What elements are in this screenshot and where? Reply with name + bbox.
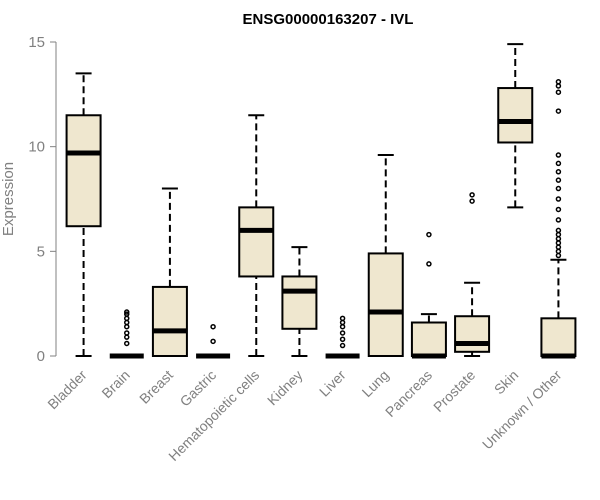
outlier-point bbox=[555, 240, 562, 246]
outlier-point bbox=[555, 108, 562, 114]
outlier-point bbox=[210, 338, 216, 345]
outlier-point bbox=[124, 334, 130, 340]
outlier-point bbox=[555, 177, 562, 183]
y-tick-label: 0 bbox=[37, 348, 45, 365]
box-series bbox=[65, 43, 577, 359]
box-group bbox=[238, 114, 275, 357]
outlier-point bbox=[555, 185, 562, 192]
iqr-box bbox=[540, 317, 577, 358]
outlier-point bbox=[555, 236, 562, 242]
chart-title: ENSG00000163207 - IVL bbox=[243, 11, 414, 28]
outlier-point bbox=[339, 336, 346, 343]
outlier-point bbox=[555, 196, 562, 202]
box-group bbox=[109, 309, 144, 359]
iqr-box bbox=[497, 87, 534, 144]
category-label: Bladder bbox=[44, 367, 90, 413]
category-label: Breast bbox=[136, 367, 176, 407]
box-group bbox=[410, 231, 447, 359]
category-label: Pancreas bbox=[382, 367, 435, 420]
outlier-point bbox=[339, 330, 346, 336]
category-label: Brain bbox=[98, 367, 132, 401]
box-group bbox=[540, 79, 577, 359]
outlier-point bbox=[426, 261, 432, 267]
y-tick-label: 15 bbox=[28, 34, 45, 51]
y-tick-label: 10 bbox=[28, 139, 45, 156]
outlier-point bbox=[210, 323, 216, 330]
outlier-point bbox=[339, 323, 346, 330]
box-group bbox=[367, 154, 404, 357]
box-group bbox=[281, 246, 318, 357]
outlier-point bbox=[555, 83, 562, 89]
outlier-point bbox=[555, 160, 562, 167]
category-label: Unknown / Other bbox=[479, 367, 565, 453]
box-group bbox=[196, 323, 231, 359]
outlier-point bbox=[555, 79, 562, 85]
outlier-point bbox=[339, 319, 346, 326]
category-label: Lung bbox=[359, 367, 392, 400]
category-label: Gastric bbox=[177, 367, 220, 410]
outlier-point bbox=[124, 311, 130, 317]
outlier-point bbox=[555, 231, 562, 238]
y-axis-title: Expression bbox=[0, 162, 17, 236]
outlier-point bbox=[339, 342, 346, 349]
category-label: Kidney bbox=[264, 367, 306, 409]
outlier-point bbox=[339, 315, 346, 322]
iqr-box bbox=[281, 275, 318, 330]
outlier-point bbox=[555, 227, 562, 234]
outlier-point bbox=[124, 340, 130, 347]
box-group bbox=[325, 315, 360, 359]
outlier-point bbox=[469, 198, 475, 204]
iqr-box bbox=[238, 206, 275, 278]
outlier-point bbox=[124, 315, 130, 322]
outlier-point bbox=[124, 323, 130, 330]
iqr-box bbox=[367, 252, 404, 357]
outlier-point bbox=[555, 206, 562, 213]
category-label: Skin bbox=[491, 367, 522, 398]
category-label: Liver bbox=[316, 367, 349, 400]
box-group bbox=[151, 187, 188, 358]
outlier-point bbox=[555, 252, 562, 259]
outlier-point bbox=[555, 248, 562, 255]
outlier-point bbox=[555, 244, 562, 250]
box-group bbox=[454, 192, 491, 357]
iqr-box bbox=[151, 285, 188, 358]
y-axis-ticks: 0 5 10 15 bbox=[28, 34, 56, 365]
y-tick-label: 5 bbox=[37, 243, 45, 260]
box-group bbox=[497, 43, 534, 209]
box-group bbox=[65, 72, 102, 357]
outlier-point bbox=[555, 169, 562, 175]
outlier-point bbox=[426, 231, 432, 238]
outlier-point bbox=[124, 330, 130, 336]
outlier-point bbox=[124, 319, 130, 326]
outlier-point bbox=[124, 309, 130, 315]
outlier-point bbox=[555, 152, 562, 158]
outlier-point bbox=[555, 89, 562, 95]
iqr-box bbox=[65, 114, 102, 228]
outlier-point bbox=[555, 217, 562, 223]
outlier-point bbox=[469, 192, 475, 198]
iqr-box bbox=[410, 321, 447, 357]
iqr-box bbox=[454, 315, 491, 353]
category-label: Prostate bbox=[430, 367, 478, 415]
